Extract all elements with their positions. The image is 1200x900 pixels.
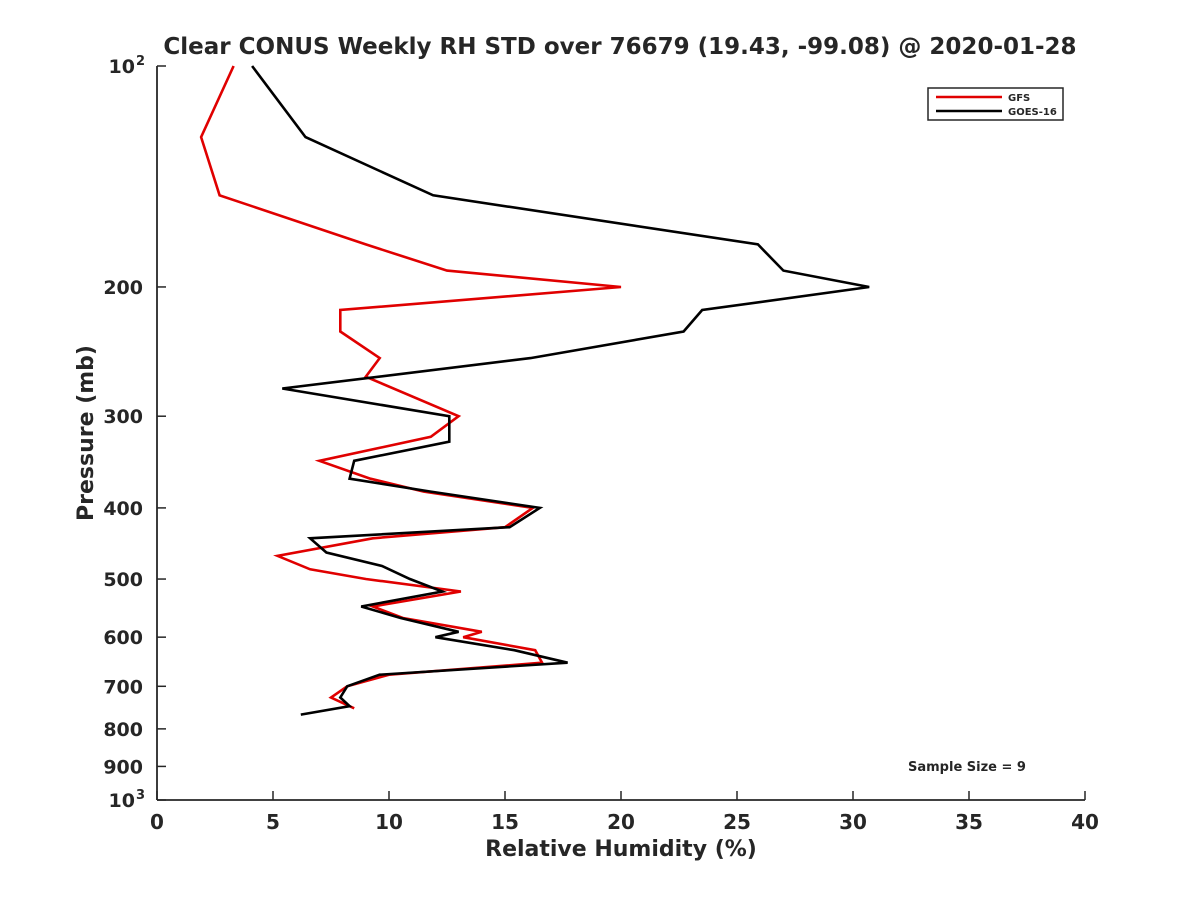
y-tick-label: 400 — [103, 498, 143, 520]
x-tick-label: 15 — [491, 810, 519, 834]
y-axis-label: Pressure (mb) — [74, 345, 99, 521]
y-tick-label: 10 — [109, 56, 135, 78]
series-lines — [199, 65, 870, 716]
x-tick-label: 40 — [1071, 810, 1099, 834]
x-tick-label: 20 — [607, 810, 635, 834]
y-tick-label: 700 — [103, 676, 143, 698]
y-tick-exponent: 2 — [136, 54, 145, 69]
y-tick-label: 300 — [103, 406, 143, 428]
x-tick-label: 5 — [266, 810, 280, 834]
x-tick-label: 25 — [723, 810, 751, 834]
x-tick-label: 35 — [955, 810, 983, 834]
x-tick-label: 10 — [375, 810, 403, 834]
y-tick-label: 500 — [103, 569, 143, 591]
y-tick-label: 600 — [103, 627, 143, 649]
series-line-goes-16 — [251, 65, 870, 716]
x-ticks: 0 5 10 15 20 25 30 35 40 — [150, 791, 1099, 834]
y-tick-label: 800 — [103, 719, 143, 741]
legend-box — [927, 87, 1064, 121]
y-tick-label: 900 — [103, 756, 143, 778]
x-axis-label: Relative Humidity (%) — [485, 837, 757, 862]
legend-label-goes-16: GOES-16 — [1008, 107, 1057, 118]
legend-label-gfs: GFS — [1008, 93, 1030, 104]
x-tick-label: 0 — [150, 810, 164, 834]
series-line-gfs — [199, 65, 622, 710]
sample-size-annotation: Sample Size = 9 — [908, 760, 1026, 775]
legend: GFS GOES-16 — [927, 87, 1064, 121]
y-tick-exponent: 3 — [136, 788, 145, 803]
chart-title: Clear CONUS Weekly RH STD over 76679 (19… — [163, 34, 1076, 60]
x-tick-label: 30 — [839, 810, 867, 834]
y-tick-label: 200 — [103, 277, 143, 299]
y-tick-label: 10 — [109, 790, 135, 812]
plot-area: 0 5 10 15 20 25 30 35 40 10 220030040050060070080… — [103, 54, 1099, 834]
